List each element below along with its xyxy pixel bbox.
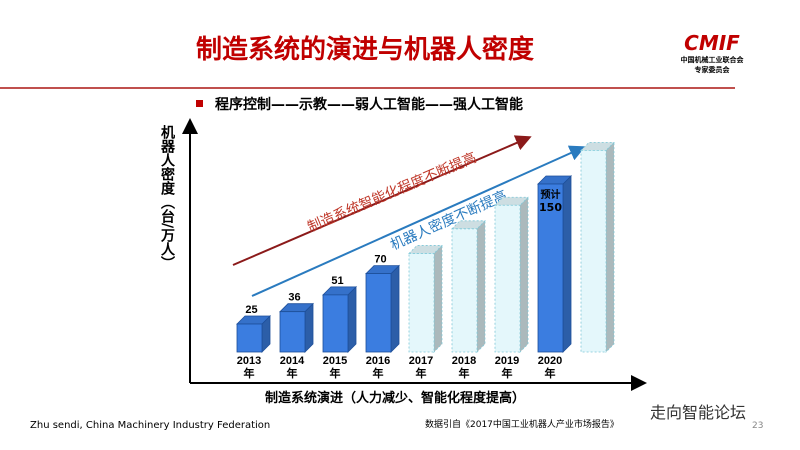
bar-top (451, 220, 486, 230)
bar (322, 294, 349, 353)
bar (236, 323, 263, 353)
x-label: 制造系统演进（人力减少、智能化程度提高） (265, 390, 525, 406)
value-label: 36 (288, 292, 300, 304)
bullet (196, 100, 203, 107)
bar-side (519, 196, 529, 353)
logo: CMIF (684, 31, 740, 55)
bar-side (433, 244, 443, 353)
bar (537, 183, 564, 353)
bar-top (408, 245, 443, 254)
trend-arrow (232, 135, 532, 266)
bar (279, 311, 306, 353)
value-label: 70 (374, 254, 386, 266)
bar-side (390, 264, 400, 353)
trend-arrow (251, 145, 586, 297)
value-label: 150 (539, 201, 562, 214)
bar-side (562, 175, 572, 353)
annotation: 机器人密度不断提高 (388, 187, 510, 254)
title: 制造系统的演进与机器人密度 (196, 34, 534, 65)
org: 专家委员会 (695, 65, 731, 74)
x-tick-label: 2018年 (451, 355, 477, 380)
forecast-note: 预计 (541, 188, 561, 201)
bar-side (347, 285, 357, 353)
x-tick-label: 2013年 (236, 355, 262, 380)
page-number: 23 (752, 421, 763, 431)
bar (580, 149, 607, 353)
x-tick-label: 2015年 (322, 355, 348, 380)
bar-side (605, 141, 615, 353)
source: 数据引自《2017中国工业机器人产业市场报告》 (425, 418, 619, 430)
org: 中国机械工业联合会 (681, 55, 745, 64)
value-label: 51 (331, 275, 343, 287)
bar (451, 228, 478, 353)
value-label: 25 (245, 304, 257, 316)
subtitle: 程序控制——示教——弱人工智能——强人工智能 (215, 96, 523, 113)
bar-top (494, 196, 529, 206)
x-tick-label: 2020年 (537, 355, 563, 380)
x-tick-label: 2019年 (494, 355, 520, 380)
watermark: 走向智能论坛 (650, 403, 746, 422)
bar (494, 204, 521, 353)
x-tick-label: 2017年 (408, 355, 434, 380)
bar-top (580, 141, 615, 151)
x-tick-label: 2014年 (279, 355, 305, 380)
y-label: 机器人密度（台/万人） (159, 124, 176, 270)
author: Zhu sendi, China Machinery Industry Fede… (30, 420, 270, 431)
bar-side (476, 219, 486, 353)
bar (408, 253, 435, 353)
x-tick-label: 2016年 (365, 355, 391, 380)
bar (365, 273, 392, 353)
